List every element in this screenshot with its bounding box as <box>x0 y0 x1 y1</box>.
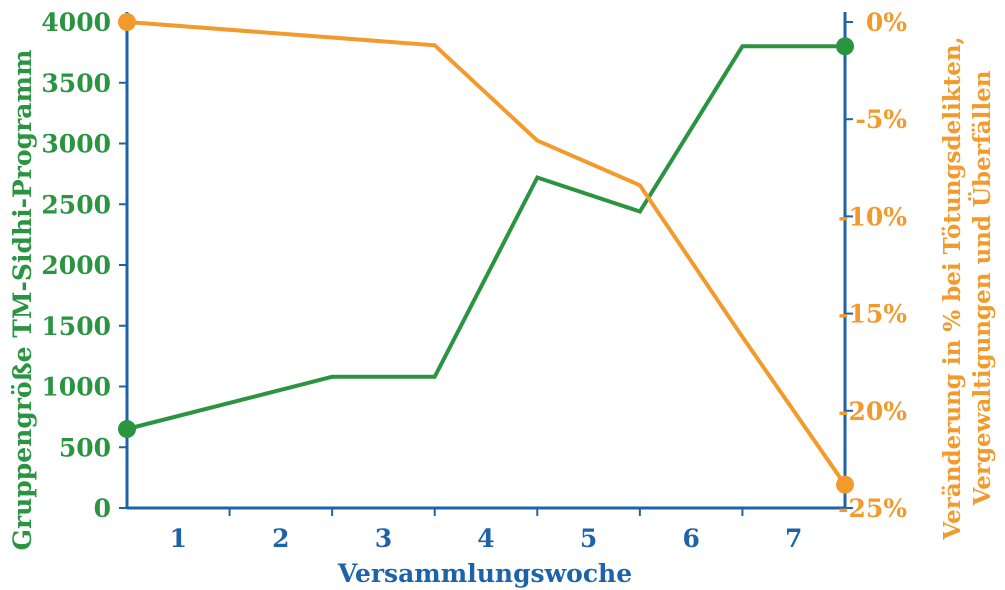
axis-labels: Gruppengröße TM-Sidhi-Programm Veränderu… <box>8 36 996 588</box>
right-tick-label: -10% <box>838 202 907 231</box>
x-tick-label: 5 <box>580 524 597 553</box>
axes: 0 500 1000 1500 2000 2500 3000 3500 4000 0% -5% -10… <box>41 8 907 553</box>
left-tick-label: 0 <box>94 494 111 523</box>
data-point-left <box>836 37 854 56</box>
series-lines <box>118 13 854 494</box>
x-axis-label: Versammlungswoche <box>337 559 632 588</box>
right-tick-label: -20% <box>838 397 907 426</box>
right-tick-label: -5% <box>855 105 907 134</box>
x-tick-label: 4 <box>477 524 494 553</box>
left-axis-label: Gruppengröße TM-Sidhi-Programm <box>8 50 37 551</box>
x-tick-label: 1 <box>170 524 187 553</box>
series-line-right <box>126 20 847 486</box>
left-tick-label: 500 <box>59 433 111 462</box>
left-tick-label: 4000 <box>41 8 111 37</box>
right-tick-label: -15% <box>838 300 907 329</box>
left-tick-label: 2500 <box>41 190 111 219</box>
data-point-right <box>836 475 854 494</box>
left-tick-label: 1500 <box>41 312 111 341</box>
x-tick-label: 3 <box>375 524 392 553</box>
left-tick-label: 1000 <box>41 373 111 402</box>
data-point-left <box>118 420 136 439</box>
x-tick-label: 7 <box>785 524 802 553</box>
right-tick-label: 0% <box>866 8 907 37</box>
series-line-left <box>126 44 845 431</box>
x-tick-label: 2 <box>272 524 289 553</box>
right-tick-label: -25% <box>838 494 907 523</box>
right-axis-label-line2: Vergewaltigungen und Überfällen <box>968 70 996 506</box>
left-tick-label: 2000 <box>41 251 111 280</box>
x-tick-label: 6 <box>682 524 699 553</box>
right-axis-label-line1: Veränderung in % bei Tötungsdelikten, <box>939 36 966 540</box>
left-tick-label: 3000 <box>41 130 111 159</box>
left-tick-label: 3500 <box>41 69 111 98</box>
data-point-right <box>118 13 136 31</box>
